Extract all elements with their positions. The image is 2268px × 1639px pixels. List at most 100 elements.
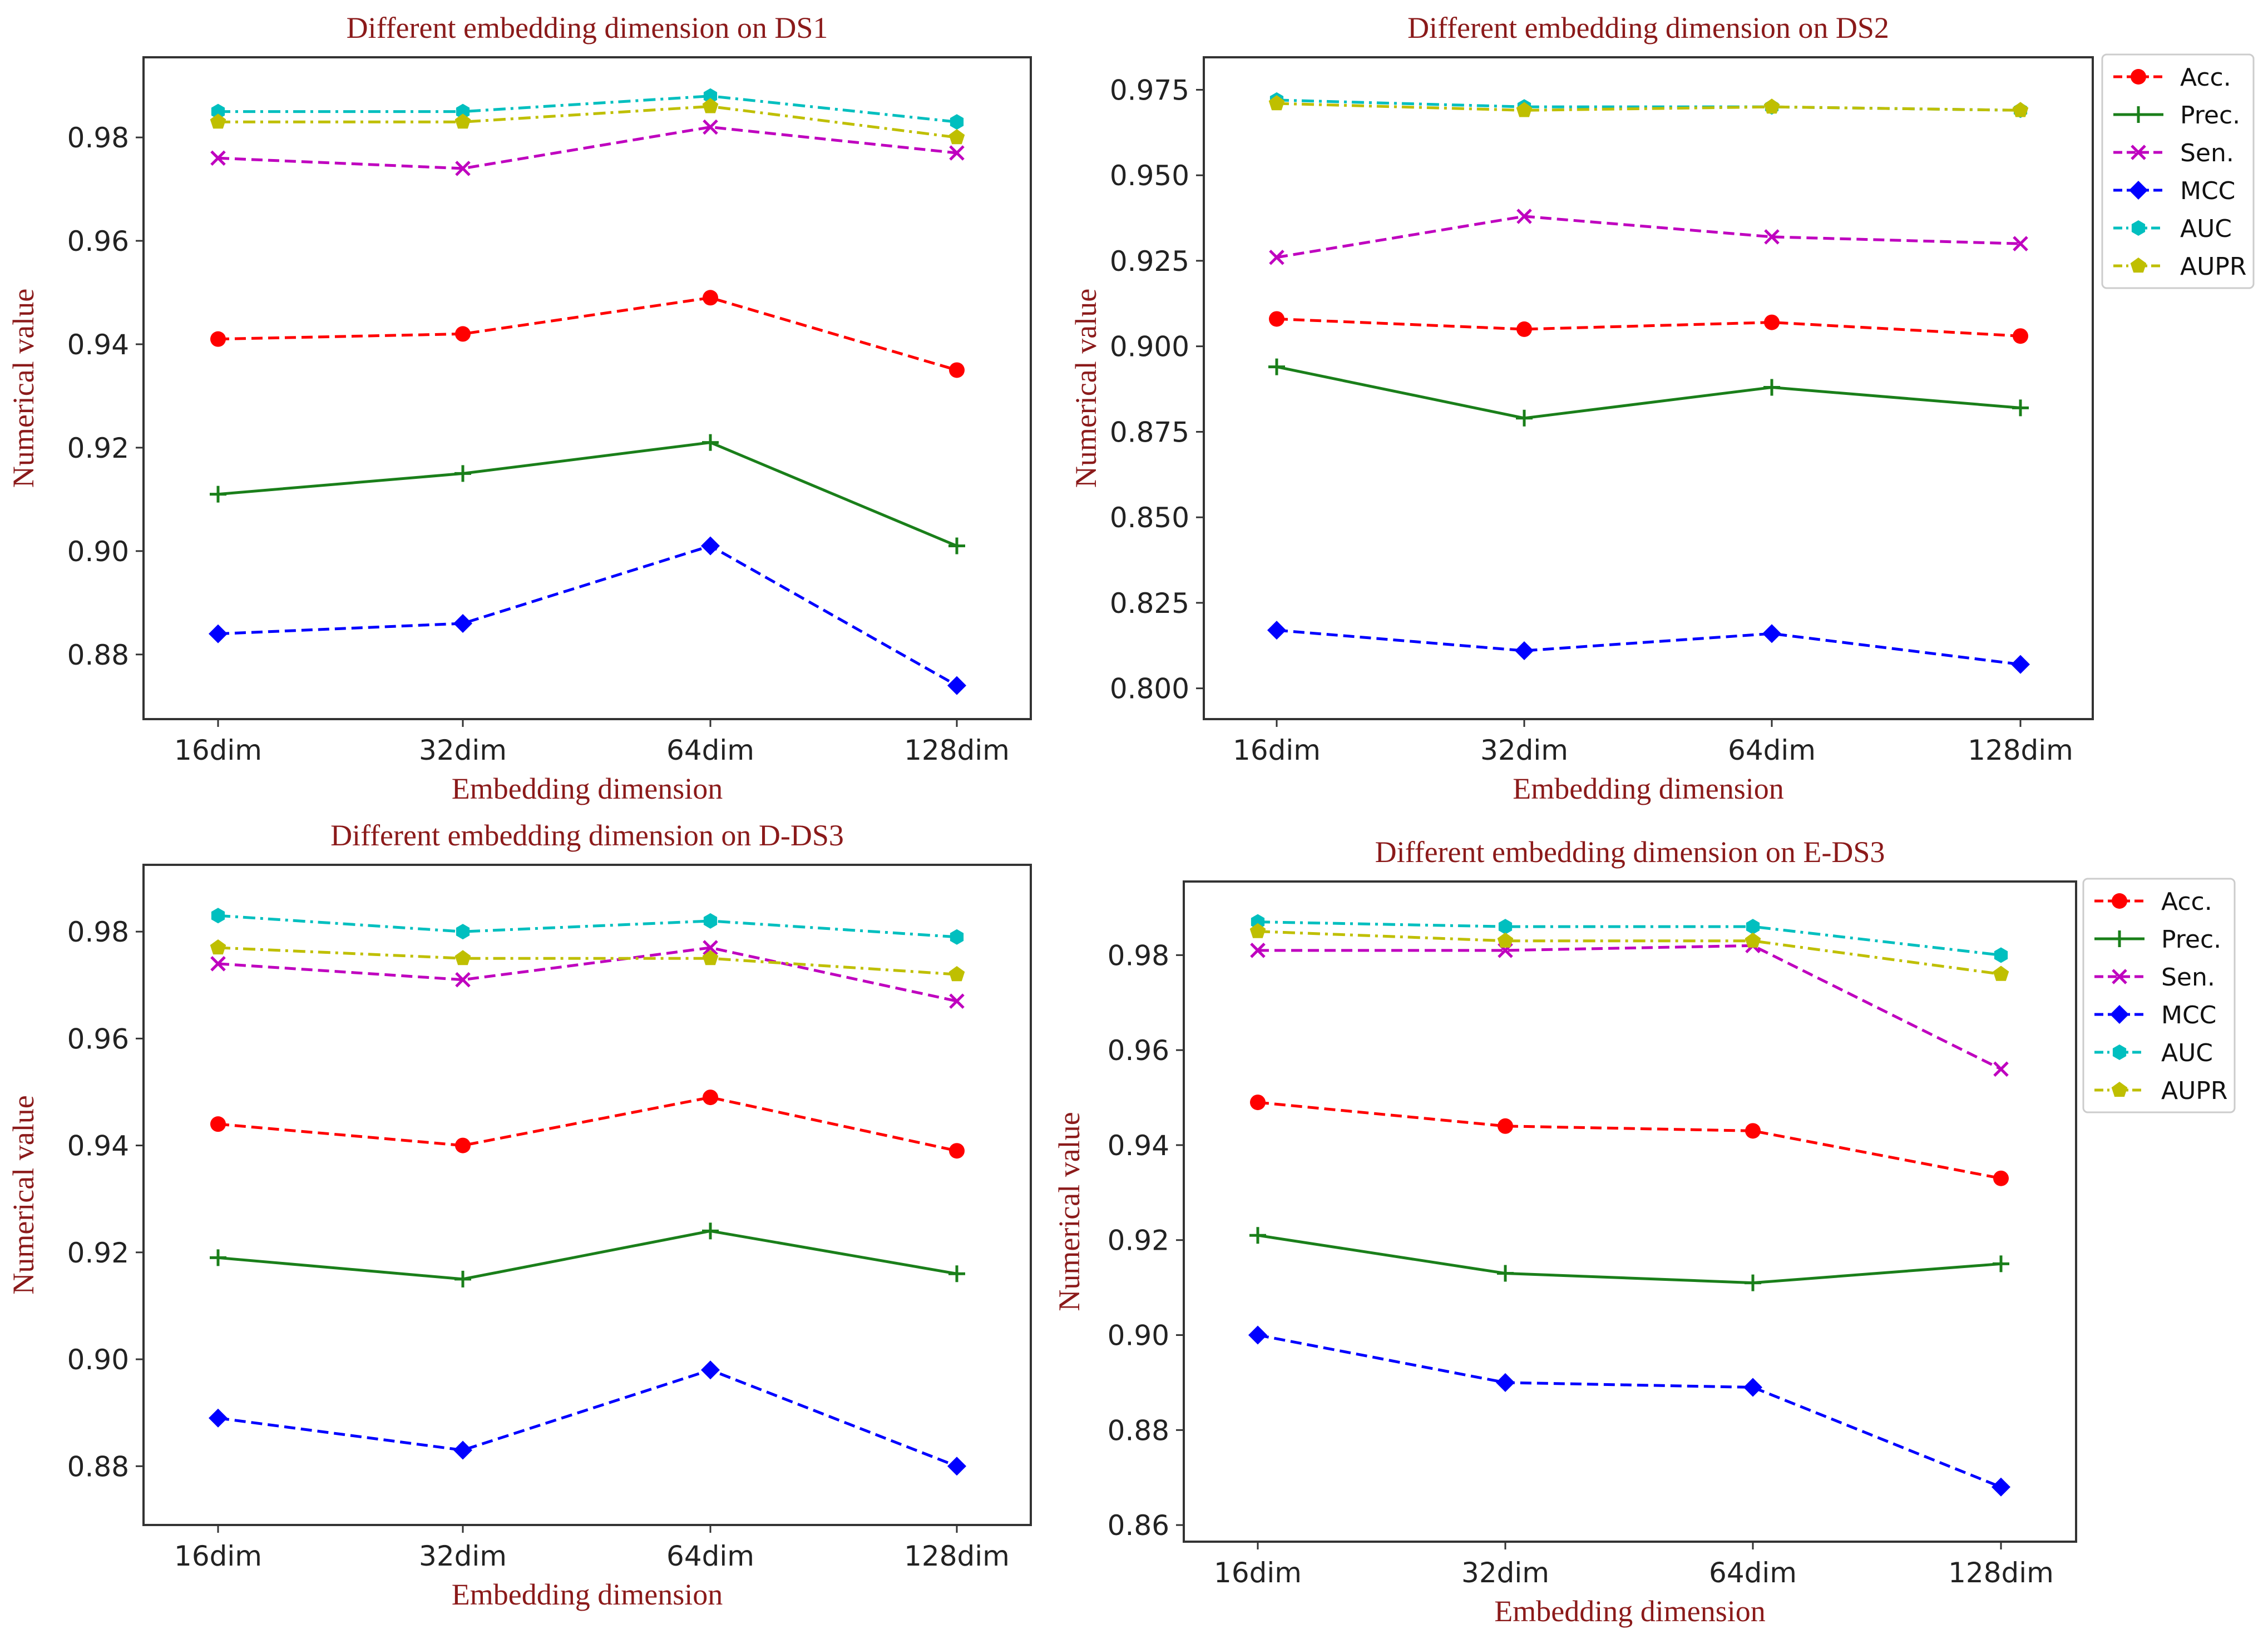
data-point-diamond-marker	[453, 1440, 472, 1460]
y-tick-label: 0.92	[67, 1237, 129, 1269]
y-tick-label: 0.98	[67, 122, 129, 154]
series-line	[218, 296, 957, 372]
series-mcc	[1267, 621, 2030, 674]
chart-title: Different embedding dimension on DS2	[1407, 11, 1889, 44]
data-point-hexagon-marker	[950, 929, 964, 945]
y-axis-label: Numerical value	[7, 1095, 40, 1294]
data-point-circle-marker	[1269, 311, 1284, 327]
x-tick-label: 16dim	[174, 1540, 262, 1572]
data-point-pentagon-marker	[1745, 932, 1761, 948]
plot-frame	[1203, 56, 2094, 720]
y-tick-label: 0.800	[1110, 673, 1189, 705]
data-point-hexagon-marker	[1498, 919, 1513, 935]
series-prec	[1268, 358, 2029, 427]
data-point-hexagon-marker	[950, 114, 964, 130]
data-point-pentagon-marker	[1993, 965, 2009, 981]
legend-plus-marker	[2111, 930, 2128, 947]
x-tick-label: 32dim	[419, 734, 507, 766]
legend-diamond-marker	[2129, 181, 2148, 200]
series-line	[1257, 930, 2002, 976]
series-prec	[1249, 1227, 2009, 1291]
data-point-plus-marker	[1763, 379, 1780, 396]
legend-item: MCC	[2094, 1001, 2216, 1029]
legend-label: Prec.	[2180, 101, 2240, 130]
series-line	[218, 1368, 957, 1468]
legend-label: AUC	[2180, 215, 2232, 243]
x-axis-label: Embedding dimension	[452, 1578, 723, 1611]
data-point-pentagon-marker	[702, 950, 719, 965]
y-tick-label: 0.92	[1108, 1225, 1169, 1257]
y-tick-label: 0.88	[67, 639, 129, 671]
legend-diamond-marker	[2110, 1005, 2129, 1024]
legend-item: AUPR	[2113, 252, 2246, 281]
data-point-hexagon-marker	[211, 908, 225, 924]
data-point-plus-marker	[210, 1249, 226, 1266]
series-aupr	[210, 98, 965, 145]
legend-item: AUC	[2094, 1039, 2213, 1067]
y-tick-label: 0.90	[67, 536, 129, 568]
x-tick-label: 16dim	[174, 734, 262, 766]
series-sen	[1269, 209, 2028, 265]
x-tick-label: 64dim	[1709, 1557, 1797, 1589]
legend-label: Prec.	[2161, 925, 2221, 954]
data-point-plus-marker	[2012, 399, 2029, 417]
series-sen	[210, 940, 965, 1009]
data-point-x-marker	[1269, 249, 1284, 265]
data-point-diamond-marker	[1743, 1378, 1762, 1397]
chart-panel-4: Different embedding dimension on E-DS3 0.…	[1053, 835, 2236, 1628]
legend-label: AUPR	[2161, 1077, 2227, 1105]
y-tick-label: 0.925	[1110, 245, 1189, 278]
series-line	[1276, 628, 2021, 666]
series-line	[218, 946, 957, 1003]
series-acc	[210, 290, 965, 378]
chart-title: Different embedding dimension on E-DS3	[1375, 835, 1885, 869]
data-point-plus-marker	[210, 486, 226, 503]
data-point-hexagon-marker	[1746, 919, 1760, 935]
data-point-pentagon-marker	[210, 939, 226, 955]
data-point-pentagon-marker	[1516, 102, 1533, 117]
series-line	[218, 914, 957, 939]
series-acc	[1269, 311, 2028, 344]
y-tick-label: 0.86	[1108, 1509, 1169, 1542]
data-point-circle-marker	[1250, 1095, 1266, 1111]
data-point-diamond-marker	[209, 1408, 228, 1428]
data-point-x-marker	[210, 956, 226, 972]
data-point-plus-marker	[454, 465, 471, 482]
data-point-circle-marker	[1993, 1170, 2009, 1186]
data-point-diamond-marker	[1515, 641, 1534, 661]
data-point-x-marker	[1764, 229, 1780, 245]
series-line	[1257, 1234, 2002, 1285]
series-aupr	[210, 939, 965, 982]
data-point-pentagon-marker	[1763, 98, 1780, 114]
legend-pentagon-marker	[2111, 1082, 2128, 1097]
legend-circle-marker	[2131, 69, 2146, 85]
y-tick-label: 0.98	[1108, 939, 1169, 972]
legend-pentagon-marker	[2130, 258, 2147, 273]
data-point-diamond-marker	[1267, 621, 1286, 640]
series-line	[218, 1229, 957, 1281]
y-axis-label: Numerical value	[1069, 289, 1103, 488]
data-point-x-marker	[703, 119, 718, 135]
y-tick-label: 0.825	[1110, 587, 1189, 620]
data-point-circle-marker	[949, 1143, 965, 1159]
x-tick-label: 128dim	[904, 1540, 1010, 1572]
data-point-plus-marker	[1497, 1265, 1514, 1282]
data-point-pentagon-marker	[1249, 923, 1266, 938]
data-point-pentagon-marker	[210, 113, 226, 129]
data-point-x-marker	[949, 145, 965, 161]
data-point-circle-marker	[703, 1090, 718, 1106]
series-line	[1276, 215, 2021, 259]
series-line	[1276, 102, 2021, 112]
chart-panel-2: Different embedding dimension on DS2 0.80…	[1069, 11, 2255, 805]
data-point-diamond-marker	[1496, 1373, 1515, 1392]
legend: Acc. Prec. Sen. MCC AUC AUPR	[2101, 53, 2255, 289]
legend: Acc. Prec. Sen. MCC AUC AUPR	[2082, 878, 2236, 1113]
data-point-pentagon-marker	[454, 950, 471, 965]
legend-x-marker	[2131, 145, 2146, 160]
chart-panel-3: Different embedding dimension on D-DS3 0.…	[7, 819, 1032, 1611]
data-point-diamond-marker	[2011, 655, 2030, 674]
legend-item: Acc.	[2113, 63, 2231, 92]
series-acc	[210, 1090, 965, 1159]
